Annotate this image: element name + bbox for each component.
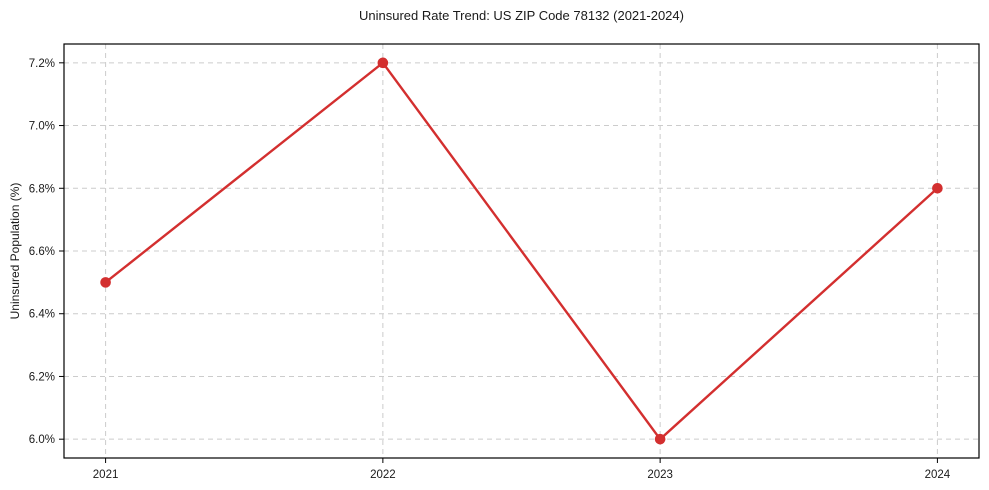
data-point-marker [100,277,111,288]
x-tick-label: 2024 [925,469,951,481]
plot-border [63,43,980,459]
data-point-marker [932,182,943,194]
x-tick-label: 2023 [647,469,673,481]
y-tick-label: 7.2% [29,58,55,70]
y-tick-label: 6.6% [29,246,55,258]
y-tick-label: 7.0% [29,121,55,133]
data-point-marker [377,57,389,69]
chart-title: Uninsured Rate Trend: US ZIP Code 78132 … [359,8,684,23]
y-tick-label: 6.2% [29,371,55,383]
y-tick-label: 6.0% [29,434,55,446]
x-tick-label: 2021 [93,469,119,481]
y-tick-label: 6.8% [29,183,55,195]
x-tick-label: 2022 [370,469,396,481]
y-tick-label: 6.4% [29,309,55,321]
y-axis-label: Uninsured Population (%) [8,182,22,320]
trend-line [104,61,939,441]
data-point-marker [654,433,666,445]
